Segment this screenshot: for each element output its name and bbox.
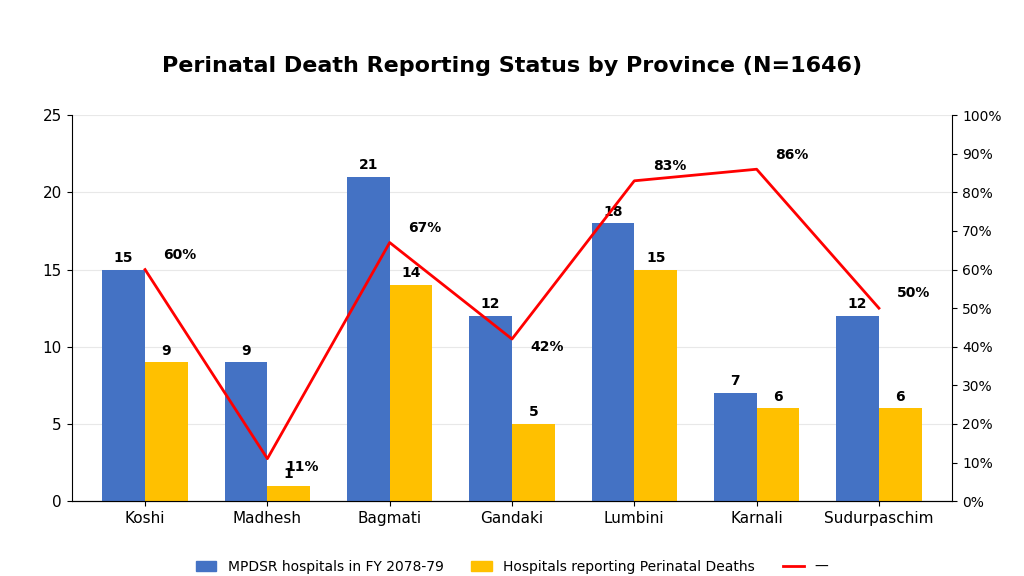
Bar bbox=[390, 285, 432, 501]
Legend: MPDSR hospitals in FY 2078-79, Hospitals reporting Perinatal Deaths, —: MPDSR hospitals in FY 2078-79, Hospitals… bbox=[190, 554, 834, 576]
Bar bbox=[634, 270, 677, 501]
Bar bbox=[469, 316, 512, 501]
Text: 21: 21 bbox=[358, 158, 378, 172]
Text: 60%: 60% bbox=[164, 248, 197, 262]
Text: 7: 7 bbox=[730, 374, 740, 388]
Text: Perinatal Death Reporting Status by Province (N=1646): Perinatal Death Reporting Status by Prov… bbox=[162, 56, 862, 76]
Bar bbox=[714, 393, 757, 501]
Text: 15: 15 bbox=[646, 251, 666, 265]
Text: 5: 5 bbox=[528, 406, 539, 419]
Text: 67%: 67% bbox=[408, 221, 441, 235]
Bar bbox=[347, 177, 390, 501]
Text: 12: 12 bbox=[848, 297, 867, 311]
Bar bbox=[224, 362, 267, 501]
Text: 6: 6 bbox=[773, 390, 782, 404]
Bar bbox=[102, 270, 145, 501]
Text: 11%: 11% bbox=[286, 460, 319, 474]
Text: 6: 6 bbox=[896, 390, 905, 404]
Text: 18: 18 bbox=[603, 204, 623, 219]
Text: 12: 12 bbox=[481, 297, 501, 311]
Bar bbox=[512, 424, 555, 501]
Text: 9: 9 bbox=[242, 343, 251, 358]
Text: 1: 1 bbox=[284, 467, 294, 481]
Bar bbox=[592, 223, 634, 501]
Text: 14: 14 bbox=[401, 266, 421, 281]
Bar bbox=[145, 362, 187, 501]
Bar bbox=[879, 408, 922, 501]
Text: 86%: 86% bbox=[775, 147, 808, 161]
Text: 9: 9 bbox=[162, 343, 171, 358]
Text: 15: 15 bbox=[114, 251, 133, 265]
Text: 83%: 83% bbox=[652, 159, 686, 173]
Bar bbox=[267, 486, 310, 501]
Text: 50%: 50% bbox=[897, 286, 931, 301]
Bar bbox=[757, 408, 800, 501]
Text: 42%: 42% bbox=[530, 340, 564, 354]
Bar bbox=[837, 316, 879, 501]
